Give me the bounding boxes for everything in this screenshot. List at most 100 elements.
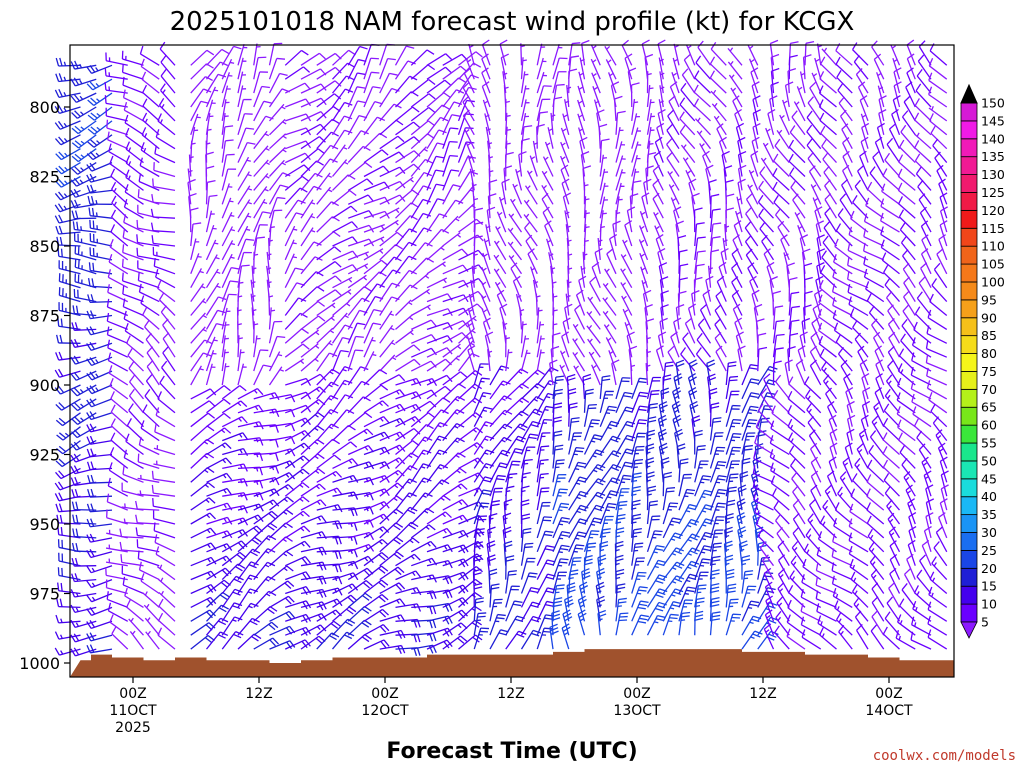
wind-barb [206,385,231,400]
wind-barb [379,339,396,358]
wind-barb [709,529,724,552]
wind-barb [542,156,554,177]
wind-barb [709,475,727,497]
colorbar-label: 15 [981,579,997,594]
wind-barb [688,386,698,413]
wind-barb [718,136,727,163]
wind-barb [872,151,885,177]
wind-barb [237,321,242,344]
wind-barb [505,112,511,135]
wind-barb [577,595,587,622]
wind-barb [789,125,806,150]
wind-barb [394,60,416,80]
wind-barb [316,231,341,247]
wind-barb [505,435,527,455]
wind-barb [347,178,374,191]
wind-barb [156,564,176,581]
colorbar-label: 5 [981,615,989,630]
wind-barb [473,582,483,608]
wind-barb [205,224,217,247]
wind-barb [347,349,364,372]
wind-barb [160,305,176,330]
wind-barb [799,234,809,261]
wind-barb [524,185,538,205]
wind-barb [395,440,420,456]
wind-barb [269,118,287,136]
wind-barb [695,55,711,80]
wind-barb [532,140,539,163]
wind-barb [153,445,176,456]
wind-barb [615,513,626,538]
wind-barb [489,629,509,650]
wind-barb [766,261,775,288]
wind-barb [395,553,421,567]
colorbar-swatch [960,245,978,265]
wind-barb [581,39,590,66]
wind-barb [694,489,713,511]
wind-barb [206,457,232,469]
wind-barb [733,220,743,247]
wind-barb [620,268,633,289]
wind-barb [144,319,160,344]
wind-barb [70,60,97,70]
wind-barb [604,268,617,289]
wind-barb [591,261,601,288]
wind-barb [694,610,704,636]
wind-barb [835,43,853,66]
wind-barb [426,479,450,497]
wind-barb [316,315,335,330]
wind-barb [615,568,625,594]
wind-barb [410,288,431,303]
wind-barb [426,169,444,191]
wind-barb [410,227,432,247]
wind-barb [605,337,617,358]
wind-barb [442,248,469,261]
wind-barb [347,309,368,330]
wind-barb [442,127,459,149]
wind-barb [757,194,774,219]
wind-barb [580,151,590,177]
wind-barb [300,483,326,497]
wind-barb [395,136,421,150]
wind-barb [121,258,144,275]
wind-barb [221,45,242,66]
wind-barb [70,199,97,209]
wind-barb [442,140,458,163]
wind-barb [347,428,374,442]
wind-barb [777,554,790,580]
wind-barb [379,566,405,581]
wind-barb [677,290,687,316]
wind-barb [710,89,727,108]
wind-barb [237,279,244,302]
wind-barb [300,343,320,358]
wind-barb [810,470,822,497]
wind-barb [72,528,97,539]
wind-barb [300,386,326,400]
wind-barb [237,43,248,66]
wind-barb [624,322,633,344]
wind-barb [678,488,696,511]
wind-barb [410,64,436,80]
wind-barb [107,352,129,372]
wind-barb [205,350,217,372]
wind-barb [578,581,589,608]
wind-barb [725,486,737,511]
wind-barb [205,140,211,163]
wind-barb [269,610,296,622]
wind-barb [572,338,586,358]
wind-barb [124,114,144,136]
wind-barb [316,381,339,400]
wind-barb [737,345,746,372]
wind-barb [122,244,144,261]
wind-barb [646,500,659,525]
wind-barb [285,585,312,596]
wind-barb [284,49,309,66]
wind-barb [725,583,737,608]
wind-barb [575,289,586,316]
wind-barb [536,85,552,108]
wind-barb [920,248,932,275]
wind-barb [105,558,128,567]
wind-barb [300,227,316,247]
wind-barb [395,202,419,219]
wind-barb [737,178,746,205]
